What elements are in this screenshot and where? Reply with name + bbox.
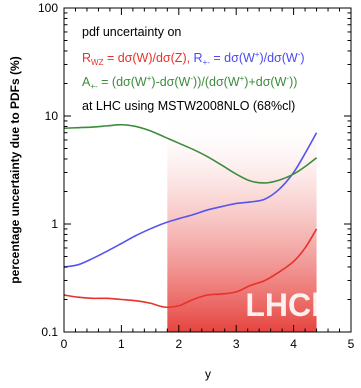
annotation-line-4: at LHC using MSTW2008NLO (68%cl) (82, 99, 295, 113)
a-symbol: A (82, 75, 91, 89)
annotation-line-2: RWZ = dσ(W)/dσ(Z), R+- = dσ(W+)/dσ(W-) (82, 50, 305, 67)
rpm-eq-b: )/dσ(W (259, 51, 297, 65)
rpm-eq-c: ) (300, 51, 304, 65)
y-tick-label: 100 (38, 1, 58, 15)
x-tick-label: 2 (175, 337, 182, 351)
a-sup-1: + (147, 74, 152, 83)
series-line-rpm (64, 132, 318, 268)
series-line-a (64, 123, 318, 184)
a-eq-c: ))/(dσ(W (193, 75, 240, 89)
series-line-rwz (64, 228, 318, 309)
rpm-eq-a: = dσ(W (210, 51, 255, 65)
lhcb-region (167, 113, 317, 333)
annotation: pdf uncertainty on RWZ = dσ(W)/dσ(Z), R+… (82, 25, 305, 113)
x-tick-label: 5 (348, 337, 355, 351)
rpm-sup-2: - (298, 50, 301, 59)
a-eq-d: )+dσ(W (244, 75, 286, 89)
x-tick-label: 0 (61, 337, 68, 351)
rwz-eq: = dσ(W)/dσ(Z), (103, 51, 190, 65)
x-tick-label: 4 (290, 337, 297, 351)
y-tick-label: 1 (51, 217, 58, 231)
y-tick-label: 10 (45, 109, 59, 123)
y-tick-label: 0.1 (41, 325, 58, 339)
lhcb-label: LHCb (245, 287, 330, 323)
a-eq-e: )) (289, 75, 297, 89)
y-axis-label: percentage uncertainty due to PDFs (%) (8, 56, 22, 283)
a-sup-3: + (240, 74, 245, 83)
a-eq-a: = (dσ(W (98, 75, 147, 89)
a-sup-4: - (286, 74, 289, 83)
rwz-sub: WZ (91, 58, 104, 67)
a-eq-b: )-dσ(W (151, 75, 190, 89)
rpm-symbol: R (190, 51, 203, 65)
a-sup-2: - (190, 74, 193, 83)
plot-frame (63, 7, 352, 333)
x-axis-label: y (205, 367, 211, 381)
rpm-sub: +- (203, 58, 211, 67)
rwz-symbol: R (82, 51, 91, 65)
annotation-line-3: A+- = (dσ(W+)-dσ(W-))/(dσ(W+)+dσ(W-)) (82, 74, 297, 91)
rpm-sup-1: + (255, 50, 260, 59)
a-sub: +- (90, 82, 98, 91)
x-tick-label: 1 (118, 337, 125, 351)
x-tick-label: 3 (233, 337, 240, 351)
annotation-line-1: pdf uncertainty on (82, 25, 181, 39)
